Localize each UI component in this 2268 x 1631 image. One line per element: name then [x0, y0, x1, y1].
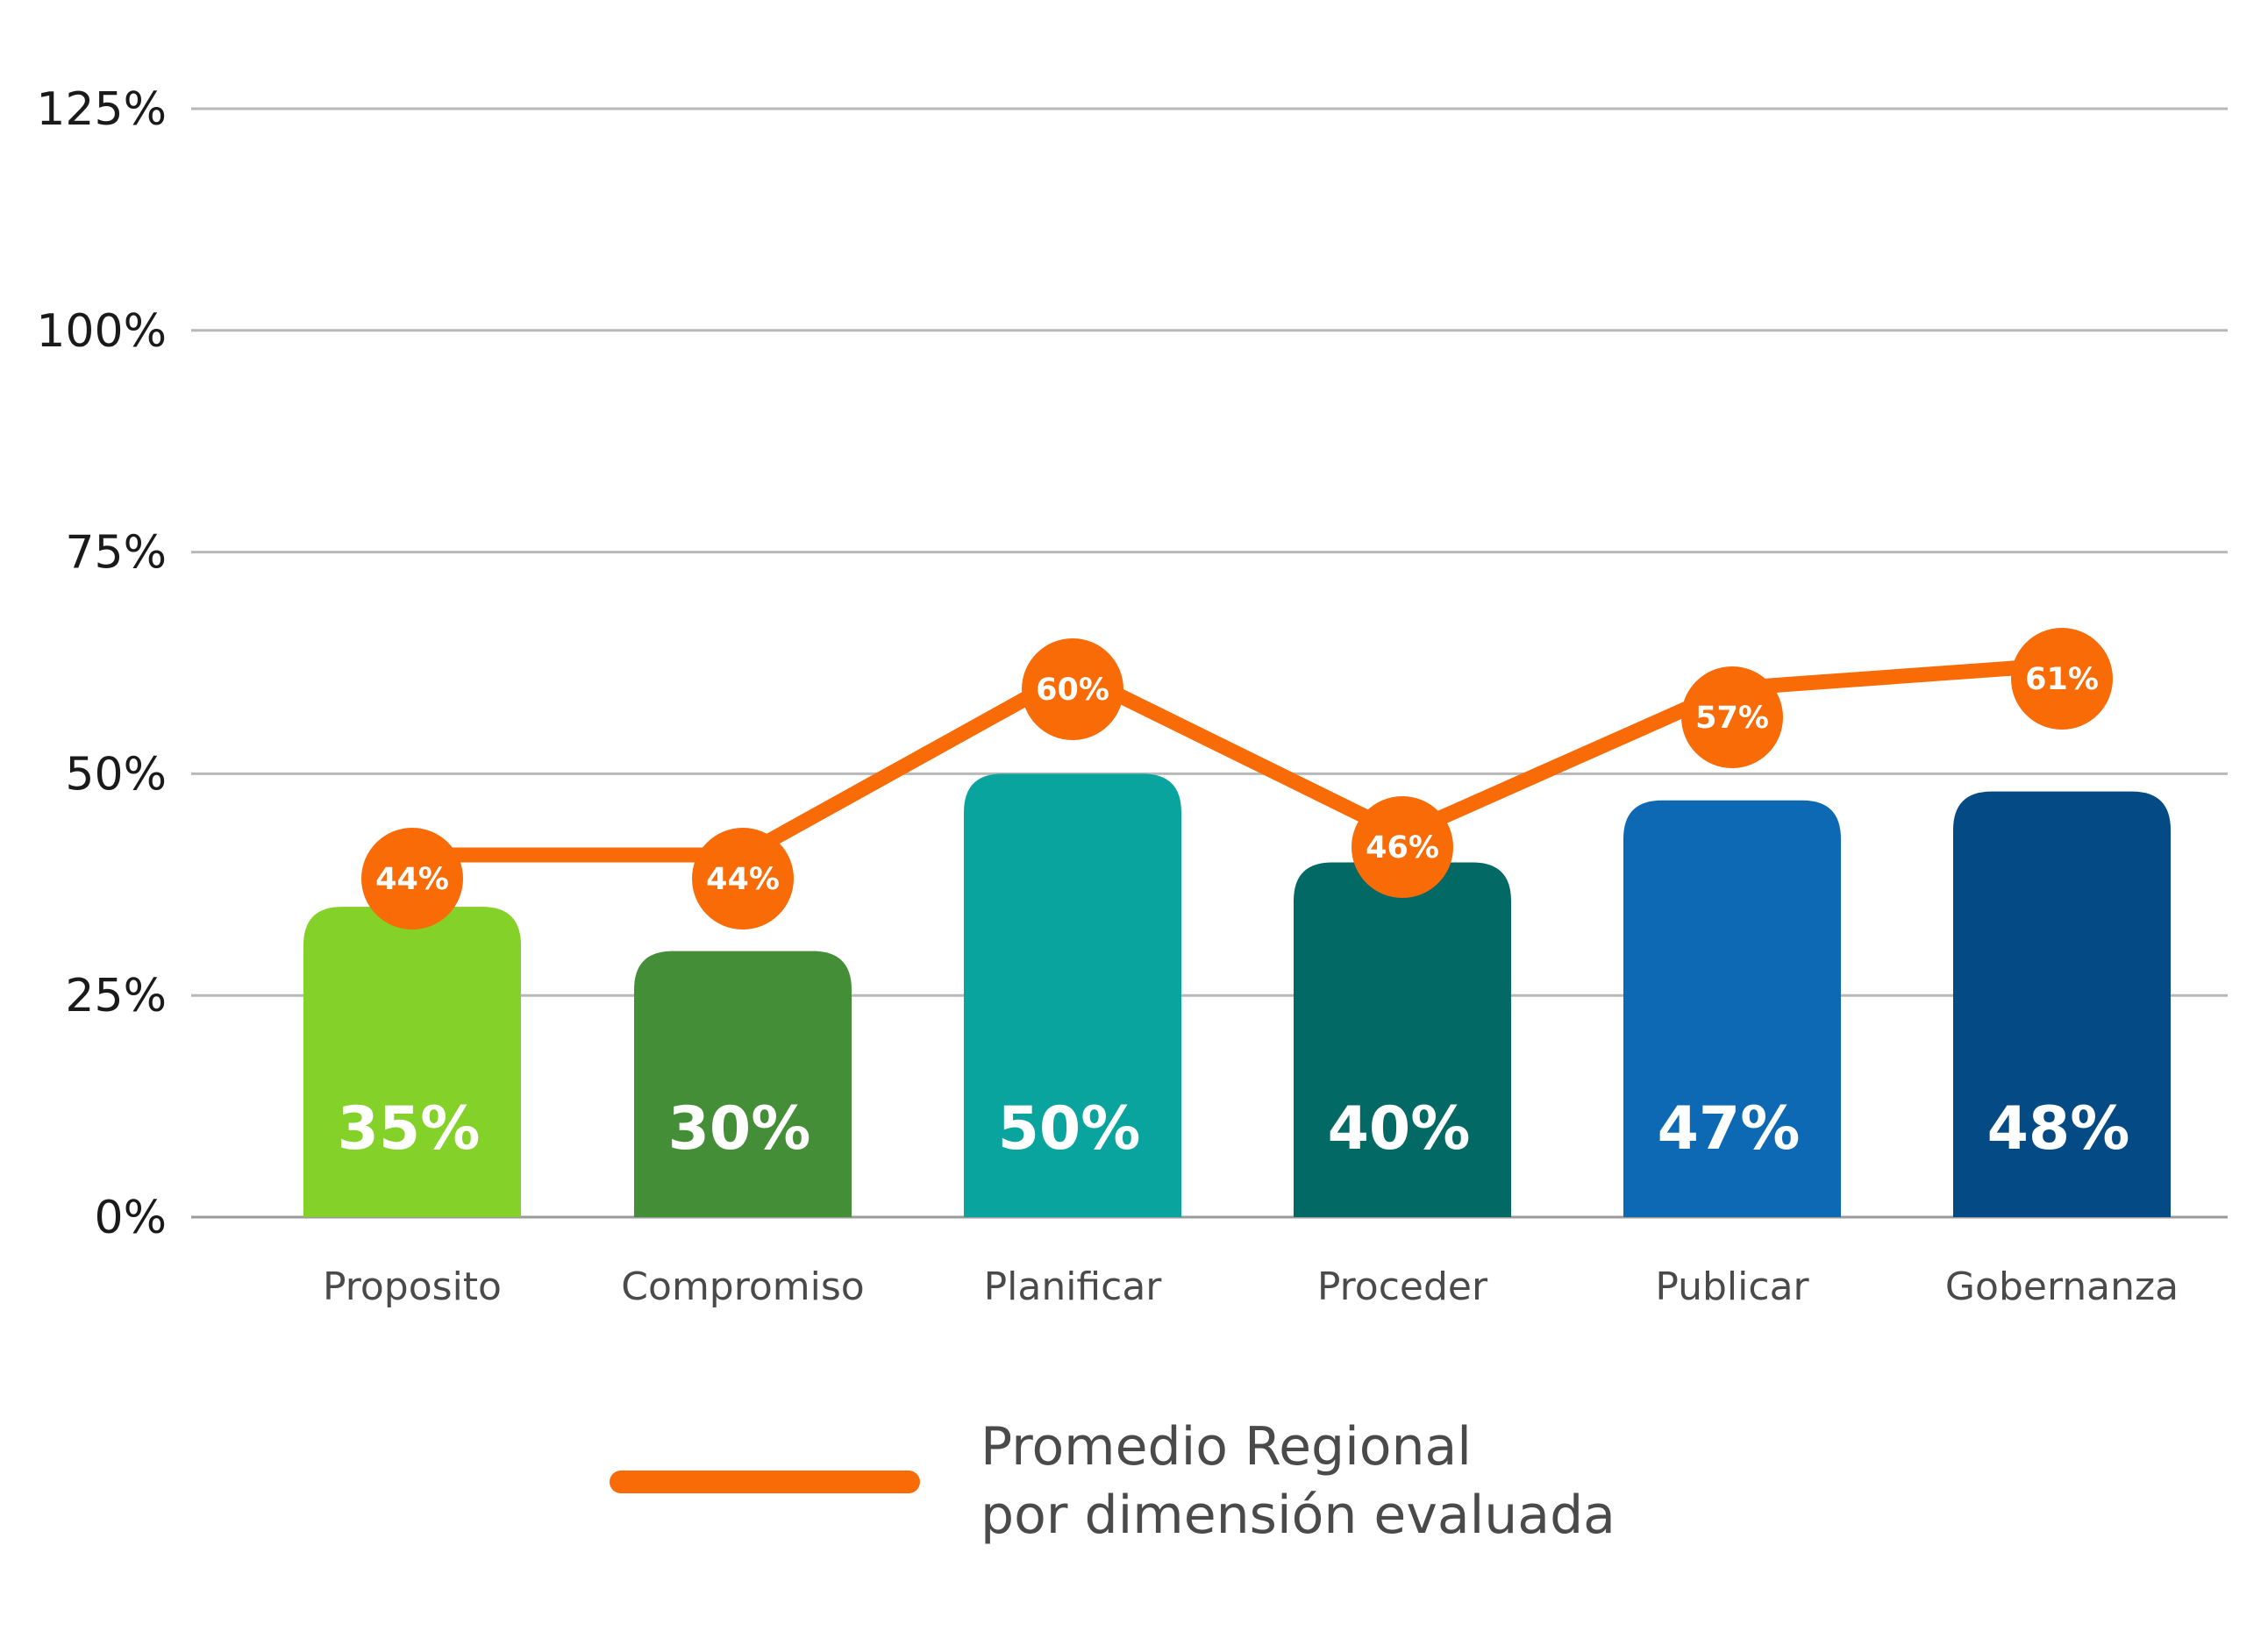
- line-value-label: 46%: [1366, 830, 1439, 865]
- x-tick-label: Planificar: [984, 1264, 1163, 1309]
- y-tick-label: 75%: [65, 527, 167, 580]
- line-value-label: 44%: [375, 862, 449, 897]
- line-marker: [692, 828, 794, 929]
- x-tick-label: Gobernanza: [1945, 1264, 2179, 1309]
- bars: 35% 30% 50% 40% 47% 48%: [303, 773, 2171, 1217]
- x-axis-categories: Proposito Compromiso Planificar Proceder Pub…: [323, 1264, 2179, 1309]
- bar-publicar: [1623, 800, 1841, 1217]
- bar-gobernanza: [1953, 791, 2171, 1217]
- y-axis-ticks: 0% 25% 50% 75% 100% 125%: [36, 83, 167, 1244]
- line-marker: [1022, 638, 1123, 740]
- line-marker: [1352, 796, 1453, 898]
- gridlines: [191, 107, 2228, 1219]
- legend: Promedio Regional por dimensión evaluada: [610, 1416, 1615, 1546]
- x-tick-label: Proceder: [1317, 1264, 1488, 1309]
- regional-average-line: 44% 44% 60% 46% 57% 61%: [361, 628, 2113, 929]
- y-tick-label: 50%: [65, 748, 167, 801]
- bar-value-label: 40%: [1328, 1094, 1471, 1164]
- bar-compromiso: [634, 951, 852, 1217]
- line-marker: [2011, 628, 2113, 730]
- y-tick-label: 0%: [95, 1192, 168, 1244]
- line-marker: [1681, 666, 1783, 768]
- legend-label-line2: por dimensión evaluada: [981, 1485, 1615, 1546]
- y-tick-label: 25%: [65, 970, 167, 1022]
- bar-value-label: 47%: [1658, 1094, 1801, 1164]
- line-value-label: 60%: [1036, 673, 1109, 708]
- bar-value-label: 35%: [338, 1094, 481, 1164]
- line-marker: [361, 828, 463, 929]
- bar-value-label: 48%: [1987, 1094, 2130, 1164]
- line-value-label: 57%: [1695, 701, 1769, 736]
- bar-proceder: [1294, 862, 1511, 1217]
- line-path: [417, 657, 2063, 863]
- y-tick-label: 100%: [36, 305, 167, 358]
- x-tick-label: Proposito: [323, 1264, 502, 1309]
- x-tick-label: Publicar: [1655, 1264, 1809, 1309]
- legend-label-line1: Promedio Regional: [981, 1416, 1472, 1478]
- bar-value-label: 30%: [668, 1094, 811, 1164]
- y-tick-label: 125%: [36, 83, 167, 136]
- line-value-label: 44%: [706, 862, 780, 897]
- x-tick-label: Compromiso: [621, 1264, 864, 1309]
- bar-proposito: [303, 907, 521, 1217]
- bar-planificar: [964, 773, 1181, 1217]
- line-value-label: 61%: [2025, 662, 2099, 697]
- bar-value-label: 50%: [998, 1094, 1141, 1164]
